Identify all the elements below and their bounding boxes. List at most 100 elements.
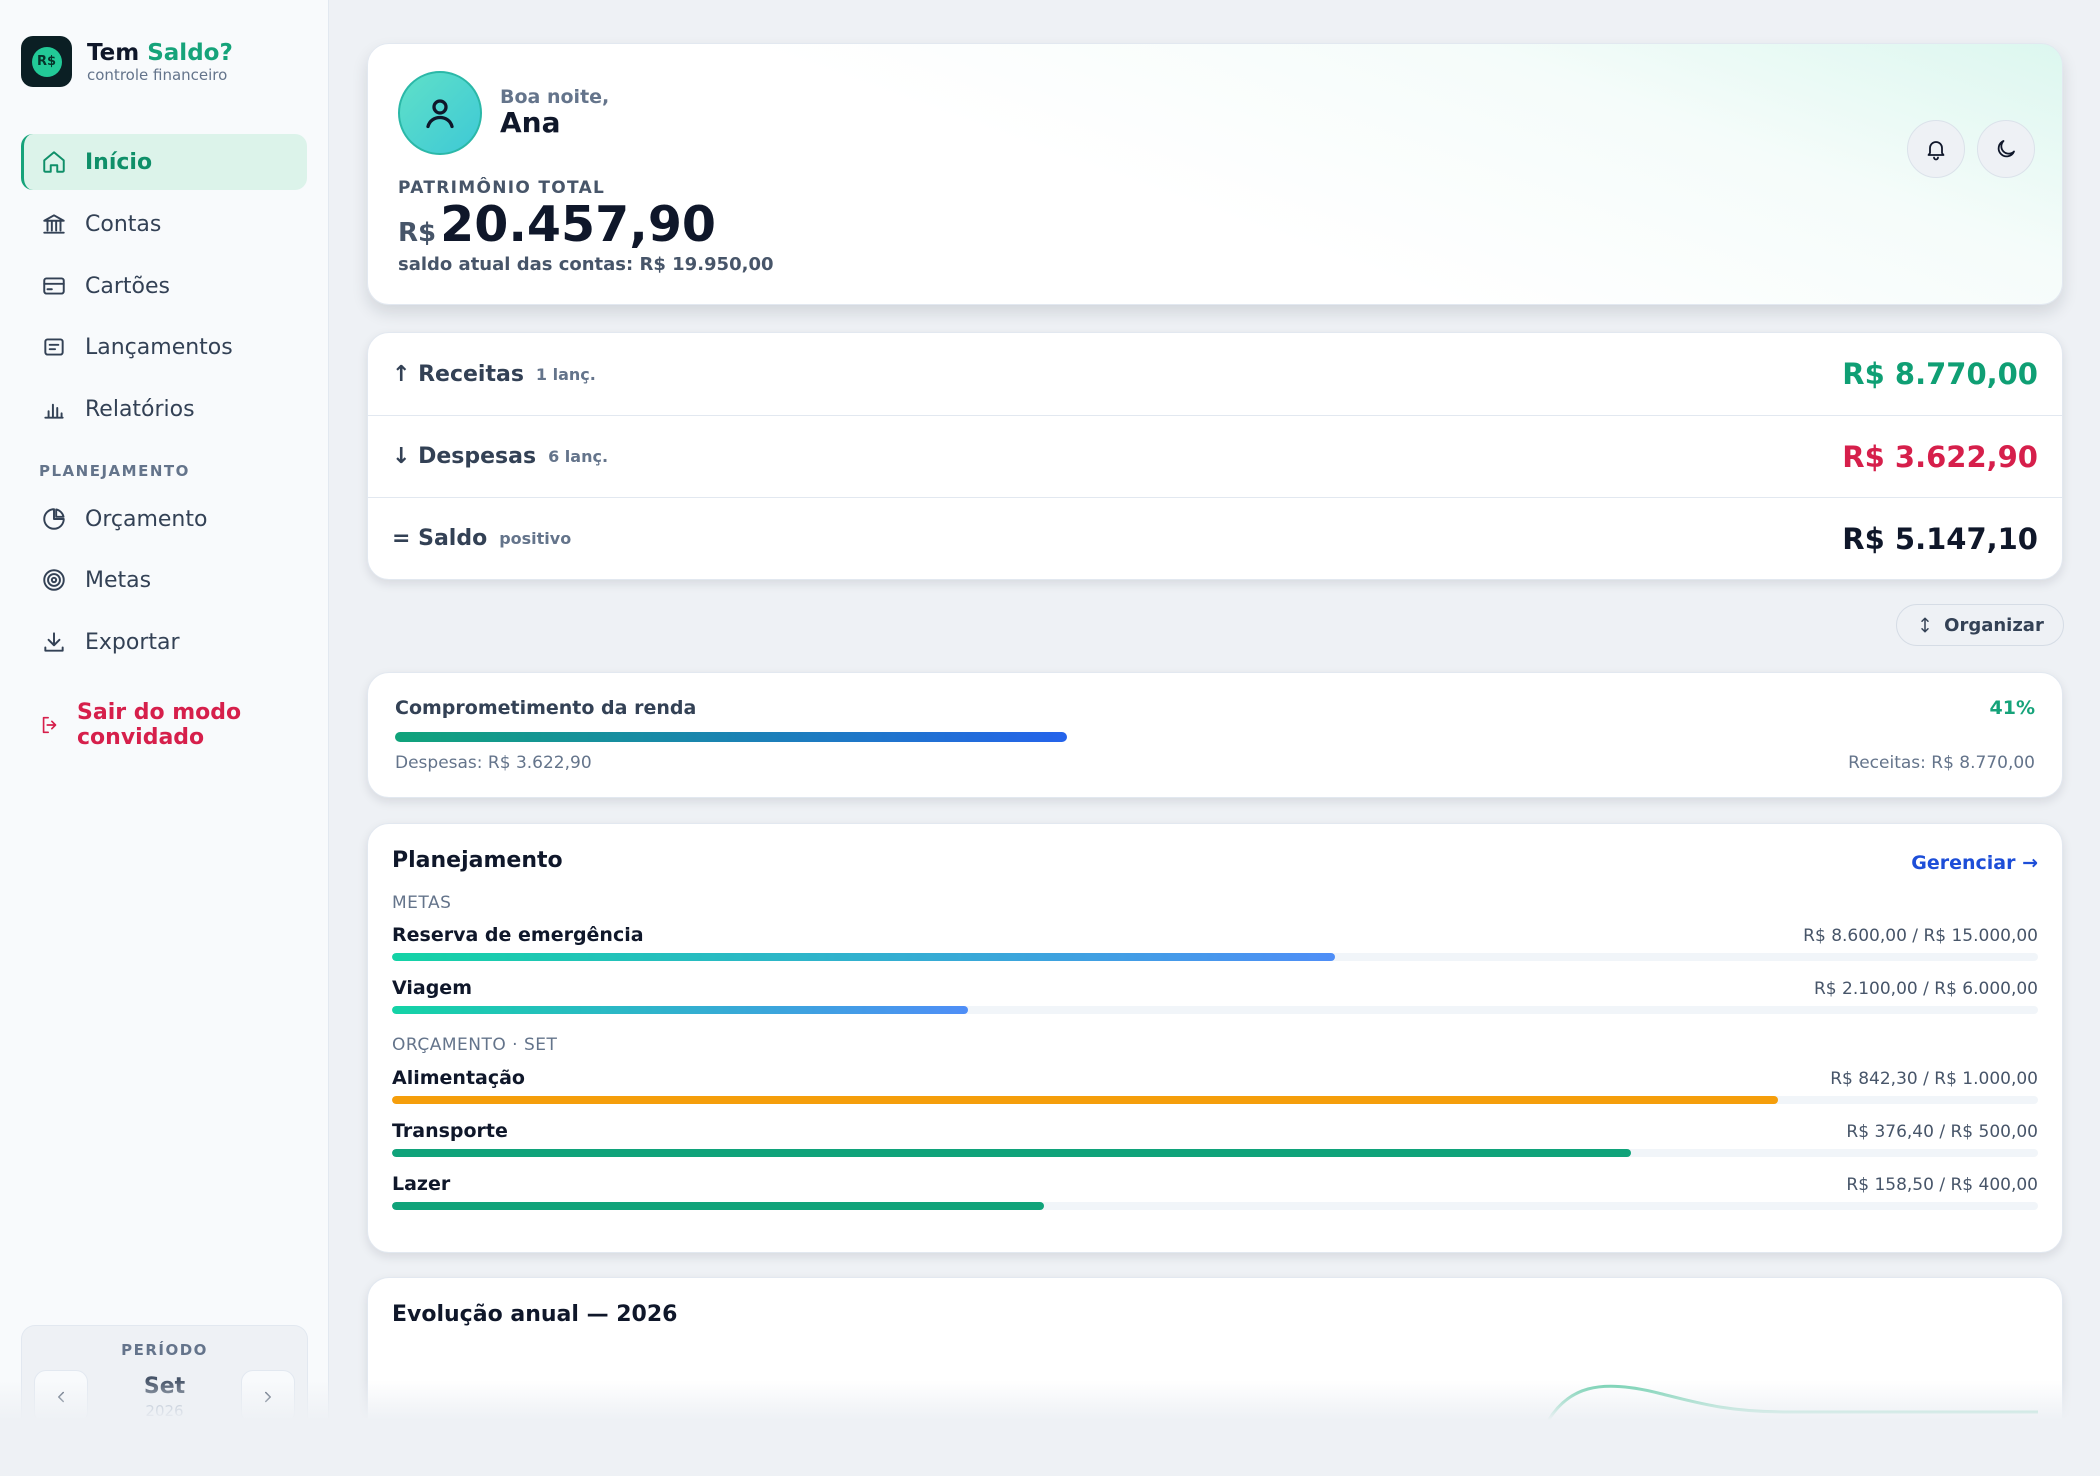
hero-card: Boa noite, Ana PATRIMÔNIO TOTAL R$ 20.45… (367, 43, 2063, 305)
balance-note: saldo atual das contas: R$ 19.950,00 (398, 254, 774, 275)
target-icon (43, 569, 65, 591)
summary-value: R$ 5.147,10 (1842, 521, 2038, 556)
bank-icon (43, 214, 65, 234)
nav-item-cartoes[interactable]: Cartões (21, 258, 307, 314)
nav-item-metas[interactable]: Metas (21, 552, 307, 608)
nav-item-label: Contas (85, 211, 162, 237)
card-icon (43, 277, 65, 295)
budget-progress-bar (392, 1202, 2038, 1210)
summary-detail: 6 lanç. (548, 447, 609, 466)
brand-name-prefix: Tem (87, 39, 140, 66)
moon-icon (1997, 140, 2015, 158)
logout-button[interactable]: Sair do modo convidado (39, 700, 299, 750)
budget-item[interactable]: Transporte R$ 376,40 / R$ 500,00 (392, 1120, 2038, 1164)
income-commitment-card: Comprometimento da renda 41% Despesas: R… (367, 672, 2063, 798)
brand-name-accent: Saldo? (147, 39, 233, 66)
footer-band (0, 1420, 2100, 1476)
budget-progress-bar (392, 1096, 2038, 1104)
goal-progress-bar (392, 953, 2038, 961)
goals-section-label: METAS (392, 893, 452, 913)
nav-item-label: Exportar (85, 629, 180, 655)
nav-item-label: Início (85, 149, 153, 175)
nav-item-label: Relatórios (85, 396, 195, 422)
goal-name: Viagem (392, 977, 472, 999)
summary-value: R$ 3.622,90 (1842, 439, 2038, 474)
download-icon (44, 632, 64, 652)
user-icon (426, 99, 454, 129)
budget-name: Lazer (392, 1173, 451, 1195)
income-income-label: Receitas: R$ 8.770,00 (1848, 753, 2035, 773)
wealth-value: R$ 20.457,90 (398, 196, 716, 253)
budget-amount: R$ 158,50 / R$ 400,00 (1846, 1175, 2038, 1195)
nav-item-label: Lançamentos (85, 334, 233, 360)
summary-label: = Saldo (392, 526, 488, 551)
nav-item-exportar[interactable]: Exportar (21, 614, 307, 670)
sort-icon (1921, 617, 1929, 633)
notifications-button[interactable] (1907, 120, 1965, 178)
wealth-amount: 20.457,90 (440, 196, 717, 253)
income-commitment-fill (395, 732, 1068, 742)
scroll-fade (0, 1380, 2100, 1420)
budget-progress-fill (392, 1202, 1044, 1210)
summary-row-balance[interactable]: = Saldo positivo R$ 5.147,10 (368, 497, 2062, 579)
nav-item-label: Metas (85, 567, 152, 593)
budget-section-label: ORÇAMENTO · SET (392, 1035, 558, 1055)
goal-name: Reserva de emergência (392, 924, 644, 946)
income-commitment-percent: 41% (1989, 697, 2035, 719)
nav-item-label: Orçamento (85, 506, 208, 532)
nav-section-label: PLANEJAMENTO (39, 462, 190, 480)
bell-icon (1927, 141, 1945, 161)
summary-card: ↑ Receitas 1 lanç. R$ 8.770,00 ↓ Despesa… (367, 332, 2063, 580)
organize-button[interactable]: Organizar (1896, 604, 2064, 646)
goal-progress-fill (392, 1006, 969, 1014)
budget-name: Transporte (392, 1120, 508, 1142)
budget-amount: R$ 376,40 / R$ 500,00 (1846, 1122, 2038, 1142)
summary-label: ↑ Receitas (392, 361, 524, 387)
period-title: PERÍODO (121, 1341, 208, 1359)
goal-progress-bar (392, 1006, 2038, 1014)
goal-amount: R$ 8.600,00 / R$ 15.000,00 (1803, 926, 2038, 946)
theme-toggle-button[interactable] (1977, 120, 2035, 178)
summary-row-expenses[interactable]: ↓ Despesas 6 lanç. R$ 3.622,90 (368, 415, 2062, 497)
budget-progress-fill (392, 1096, 1779, 1104)
greeting: Boa noite, (500, 86, 610, 108)
goal-progress-fill (392, 953, 1336, 961)
summary-detail: 1 lanç. (535, 364, 596, 384)
summary-detail: positivo (499, 529, 572, 548)
logout-label: Sair do modo convidado (77, 700, 242, 750)
budget-name: Alimentação (392, 1067, 525, 1089)
brand-subtitle: controle financeiro (87, 65, 228, 84)
planning-card: Planejamento Gerenciar → METAS Reserva d… (367, 823, 2063, 1253)
goal-item[interactable]: Viagem R$ 2.100,00 / R$ 6.000,00 (392, 977, 2038, 1021)
nav-item-inicio[interactable]: Início (21, 134, 307, 190)
home-icon (43, 151, 65, 173)
receipt-icon (44, 338, 64, 356)
nav-item-orcamento[interactable]: Orçamento (21, 491, 307, 547)
brand-logo-text: R$ (31, 46, 62, 77)
manage-link[interactable]: Gerenciar → (1911, 852, 2038, 874)
nav-item-contas[interactable]: Contas (21, 196, 307, 252)
budget-item[interactable]: Alimentação R$ 842,30 / R$ 1.000,00 (392, 1067, 2038, 1111)
budget-item[interactable]: Lazer R$ 158,50 / R$ 400,00 (392, 1173, 2038, 1217)
nav-item-label: Cartões (85, 273, 170, 299)
annual-evolution-title: Evolução anual — 2026 (392, 1302, 678, 1327)
nav-item-lancamentos[interactable]: Lançamentos (21, 319, 307, 375)
logout-icon (42, 716, 57, 734)
pie-icon (43, 508, 65, 530)
income-expenses-label: Despesas: R$ 3.622,90 (395, 753, 592, 773)
goal-amount: R$ 2.100,00 / R$ 6.000,00 (1813, 979, 2038, 999)
brand[interactable]: R$ Tem Saldo? controle financeiro (21, 36, 233, 87)
goal-item[interactable]: Reserva de emergência R$ 8.600,00 / R$ 1… (392, 924, 2038, 968)
avatar[interactable] (398, 71, 482, 155)
nav-item-relatorios[interactable]: Relatórios (21, 381, 307, 437)
summary-label: ↓ Despesas (392, 444, 537, 469)
brand-name: Tem Saldo? (87, 40, 233, 66)
income-commitment-bar (395, 732, 2035, 742)
planning-title: Planejamento (392, 848, 563, 873)
wealth-currency: R$ (398, 218, 437, 248)
wealth-label: PATRIMÔNIO TOTAL (398, 178, 606, 198)
summary-row-income[interactable]: ↑ Receitas 1 lanç. R$ 8.770,00 (368, 333, 2062, 415)
income-commitment-title: Comprometimento da renda (395, 697, 697, 719)
budget-amount: R$ 842,30 / R$ 1.000,00 (1830, 1069, 2038, 1089)
organize-label: Organizar (1944, 614, 2044, 636)
